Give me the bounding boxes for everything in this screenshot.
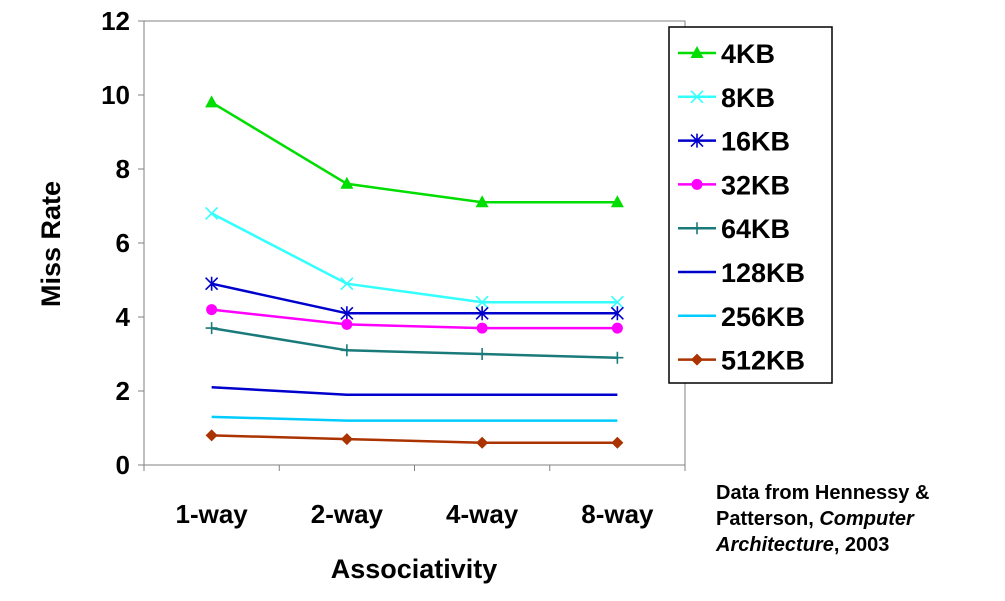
data-point-4kb xyxy=(340,176,354,189)
series-128kb xyxy=(211,386,618,396)
y-tick-label: 12 xyxy=(101,6,130,36)
data-point-64kb xyxy=(340,344,353,357)
series-32kb xyxy=(206,304,623,334)
x-tick-label: 8-way xyxy=(581,499,654,529)
series-layer xyxy=(205,95,624,449)
legend-marker xyxy=(691,222,703,235)
data-point-4kb xyxy=(610,195,624,208)
data-point-32kb xyxy=(206,304,218,316)
source-line-3: Architecture, 2003 xyxy=(716,532,1001,558)
series-line-512kb xyxy=(211,434,618,445)
y-tick-label: 6 xyxy=(116,228,130,258)
legend-item-4kb: 4KB xyxy=(678,39,775,69)
series-line-32kb xyxy=(211,308,618,330)
legend-label: 4KB xyxy=(721,39,775,69)
legend-label: 16KB xyxy=(721,127,790,157)
x-tick-label: 1-way xyxy=(175,499,248,529)
x-tick-label: 4-way xyxy=(446,499,519,529)
legend-marker xyxy=(691,178,703,190)
data-point-16kb xyxy=(205,276,219,291)
series-line-16kb xyxy=(211,282,618,315)
series-line-128kb xyxy=(211,386,618,396)
x-axis: 1-way 2-way 4-way 8-way xyxy=(143,464,686,529)
series-8kb xyxy=(205,206,624,309)
legend-marker xyxy=(691,353,703,366)
legend-marker xyxy=(690,133,704,148)
data-point-64kb xyxy=(611,351,624,364)
legend-item-64kb: 64KB xyxy=(678,214,790,244)
data-point-8kb xyxy=(340,277,354,291)
legend-label: 512KB xyxy=(721,346,805,376)
y-tick-label: 0 xyxy=(116,450,130,480)
data-point-512kb xyxy=(205,429,218,442)
data-point-16kb xyxy=(475,306,489,321)
legend-marker xyxy=(690,90,704,104)
data-point-512kb xyxy=(611,436,624,449)
source-note: Data from Hennessy & Patterson, Computer… xyxy=(716,480,1001,558)
y-tick-label: 2 xyxy=(116,376,130,406)
legend-item-16kb: 16KB xyxy=(678,127,790,157)
legend: 4KB 8KB 16KB 32KB 64KB 128KB 256KB 512KB xyxy=(668,26,833,384)
data-point-4kb xyxy=(205,95,219,108)
data-point-512kb xyxy=(476,436,489,449)
legend-box xyxy=(668,26,833,384)
series-line-8kb xyxy=(211,212,618,304)
series-512kb xyxy=(205,429,624,449)
plot-area xyxy=(143,20,686,466)
legend-label: 256KB xyxy=(721,302,805,332)
legend-label: 64KB xyxy=(721,214,790,244)
x-axis-title: Associativity xyxy=(331,554,498,584)
data-point-8kb xyxy=(610,295,624,309)
legend-label: 128KB xyxy=(721,258,805,288)
legend-item-8kb: 8KB xyxy=(678,83,775,113)
legend-item-128kb: 128KB xyxy=(678,258,805,288)
data-point-16kb xyxy=(610,306,624,321)
series-line-64kb xyxy=(211,326,618,359)
x-tick-label: 2-way xyxy=(311,499,384,529)
source-book-title-2: Architecture xyxy=(716,534,834,556)
data-point-64kb xyxy=(205,322,218,335)
data-point-32kb xyxy=(341,318,353,330)
y-tick-label: 4 xyxy=(116,302,131,332)
source-line-2: Patterson, Computer xyxy=(716,506,1001,532)
data-point-64kb xyxy=(476,348,489,360)
source-year: , 2003 xyxy=(833,534,890,556)
data-point-8kb xyxy=(475,295,489,309)
source-authors: Patterson, xyxy=(716,508,820,530)
series-line-4kb xyxy=(210,101,618,204)
data-point-32kb xyxy=(476,322,488,334)
data-point-32kb xyxy=(611,322,623,334)
source-line-1: Data from Hennessy & xyxy=(716,482,930,504)
legend-item-32kb: 32KB xyxy=(678,170,790,200)
series-4kb xyxy=(205,95,624,208)
plot-border xyxy=(143,20,686,466)
series-16kb xyxy=(205,276,624,321)
source-book-title: Computer xyxy=(819,508,914,530)
y-axis: 0 2 4 6 8 10 12 xyxy=(101,6,145,480)
series-256kb xyxy=(211,415,618,422)
y-tick-label: 8 xyxy=(116,154,130,184)
legend-item-256kb: 256KB xyxy=(678,302,805,332)
data-point-4kb xyxy=(475,195,489,208)
legend-marker xyxy=(690,46,704,58)
data-point-8kb xyxy=(205,206,219,220)
y-axis-title: Miss Rate xyxy=(36,181,66,307)
legend-label: 32KB xyxy=(721,170,790,200)
legend-label: 8KB xyxy=(721,83,775,113)
series-line-256kb xyxy=(211,415,618,422)
data-point-16kb xyxy=(340,306,354,321)
data-point-512kb xyxy=(340,433,353,446)
y-tick-label: 10 xyxy=(101,80,130,110)
series-64kb xyxy=(205,322,624,364)
legend-item-512kb: 512KB xyxy=(678,346,805,376)
